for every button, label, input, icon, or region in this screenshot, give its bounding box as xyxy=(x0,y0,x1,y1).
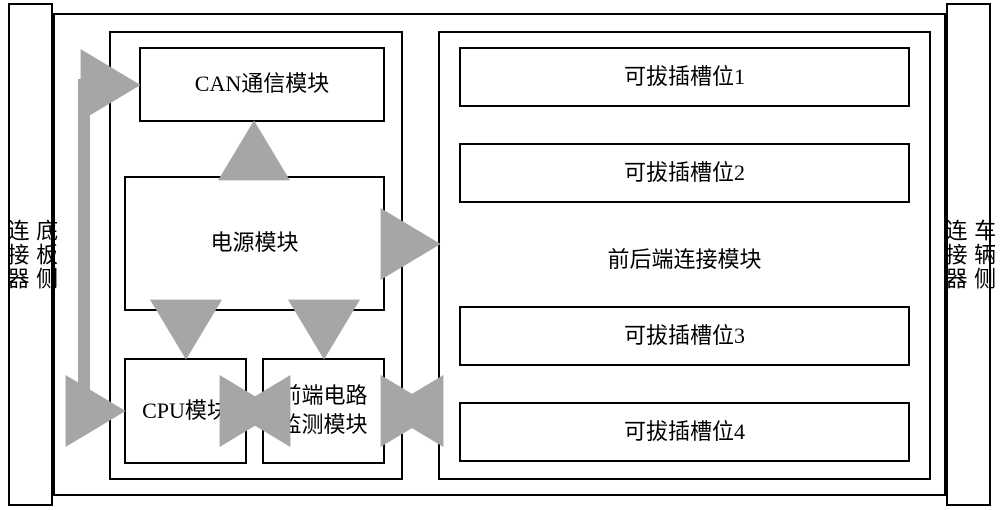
slot-1: 可拔插槽位1 xyxy=(459,47,910,107)
slot-2-label: 可拔插槽位2 xyxy=(624,159,745,188)
slot-3-label: 可拔插槽位3 xyxy=(624,322,745,351)
fe-module-label: 前端电路 监测模块 xyxy=(279,382,367,439)
diagram-root: 底板侧 连接器 车辆侧 连接器 CAN通信模块 电源模块 CPU模块 前端电路 … xyxy=(0,0,1000,510)
power-module-label: 电源模块 xyxy=(210,229,298,258)
power-module: 电源模块 xyxy=(124,176,385,311)
fe-module: 前端电路 监测模块 xyxy=(262,358,385,464)
cpu-module-label: CPU模块 xyxy=(142,397,229,426)
right-group-center-label: 前后端连接模块 xyxy=(438,245,931,275)
right-connector: 车辆侧 连接器 xyxy=(946,3,991,506)
slot-2: 可拔插槽位2 xyxy=(459,143,910,203)
left-connector: 底板侧 连接器 xyxy=(8,3,53,506)
slot-3: 可拔插槽位3 xyxy=(459,306,910,366)
cpu-module: CPU模块 xyxy=(124,358,247,464)
slot-1-label: 可拔插槽位1 xyxy=(624,63,745,92)
slot-4-label: 可拔插槽位4 xyxy=(624,418,745,447)
left-connector-label: 底板侧 连接器 xyxy=(2,219,59,291)
slot-4: 可拔插槽位4 xyxy=(459,402,910,462)
right-connector-label: 车辆侧 连接器 xyxy=(940,219,997,291)
can-module: CAN通信模块 xyxy=(139,47,385,122)
can-module-label: CAN通信模块 xyxy=(195,70,329,99)
